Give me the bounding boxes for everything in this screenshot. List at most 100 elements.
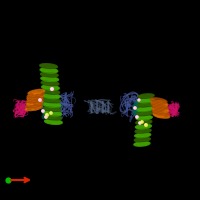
Ellipse shape <box>47 104 51 108</box>
Ellipse shape <box>26 103 42 108</box>
Ellipse shape <box>45 101 49 105</box>
Ellipse shape <box>143 100 146 104</box>
Ellipse shape <box>56 104 61 108</box>
Ellipse shape <box>21 104 22 107</box>
Circle shape <box>136 116 137 117</box>
FancyArrow shape <box>107 101 109 113</box>
Ellipse shape <box>51 104 55 109</box>
Ellipse shape <box>49 99 53 103</box>
Ellipse shape <box>147 104 149 109</box>
Ellipse shape <box>168 104 178 114</box>
Circle shape <box>139 122 141 124</box>
Ellipse shape <box>137 107 153 111</box>
Ellipse shape <box>142 99 145 104</box>
Ellipse shape <box>137 103 153 107</box>
Circle shape <box>139 122 140 123</box>
Point <box>6 178 10 182</box>
Circle shape <box>39 99 40 100</box>
Circle shape <box>134 107 135 108</box>
Ellipse shape <box>153 105 157 109</box>
Ellipse shape <box>28 89 45 95</box>
Ellipse shape <box>28 106 32 109</box>
FancyArrow shape <box>91 101 93 113</box>
Ellipse shape <box>27 97 43 103</box>
Ellipse shape <box>133 104 138 109</box>
Ellipse shape <box>140 112 144 117</box>
Ellipse shape <box>175 111 176 112</box>
Circle shape <box>141 121 142 122</box>
Ellipse shape <box>138 94 154 98</box>
Ellipse shape <box>42 100 46 105</box>
Ellipse shape <box>160 104 165 109</box>
Ellipse shape <box>155 108 158 112</box>
Ellipse shape <box>136 110 139 113</box>
Ellipse shape <box>42 94 60 99</box>
Ellipse shape <box>169 110 171 112</box>
Ellipse shape <box>134 137 150 142</box>
Ellipse shape <box>28 92 44 97</box>
Ellipse shape <box>145 114 149 119</box>
Ellipse shape <box>146 106 151 112</box>
Ellipse shape <box>42 115 46 119</box>
Circle shape <box>141 121 143 123</box>
Ellipse shape <box>44 108 48 114</box>
Ellipse shape <box>45 114 50 119</box>
Ellipse shape <box>135 124 151 129</box>
Ellipse shape <box>37 96 41 99</box>
Ellipse shape <box>150 98 167 103</box>
Ellipse shape <box>26 100 43 105</box>
Ellipse shape <box>55 111 58 117</box>
Ellipse shape <box>34 103 37 106</box>
Ellipse shape <box>47 110 52 116</box>
Ellipse shape <box>175 104 177 107</box>
Ellipse shape <box>156 105 159 109</box>
Circle shape <box>39 99 41 101</box>
Ellipse shape <box>51 101 54 105</box>
Ellipse shape <box>44 98 48 102</box>
Ellipse shape <box>30 93 33 97</box>
Ellipse shape <box>163 101 166 104</box>
Ellipse shape <box>160 108 164 112</box>
Ellipse shape <box>41 81 59 86</box>
Ellipse shape <box>151 101 167 106</box>
Ellipse shape <box>155 103 159 107</box>
Ellipse shape <box>33 106 37 109</box>
Ellipse shape <box>40 64 57 69</box>
Ellipse shape <box>44 115 62 120</box>
Ellipse shape <box>146 106 152 111</box>
Circle shape <box>138 99 139 100</box>
Circle shape <box>51 88 53 90</box>
Ellipse shape <box>171 111 173 114</box>
Ellipse shape <box>136 116 152 120</box>
Ellipse shape <box>54 114 57 118</box>
Ellipse shape <box>29 105 33 109</box>
Ellipse shape <box>135 108 141 112</box>
Ellipse shape <box>42 97 60 119</box>
Ellipse shape <box>155 110 159 113</box>
Ellipse shape <box>142 114 146 117</box>
Ellipse shape <box>38 95 43 99</box>
Circle shape <box>136 116 138 118</box>
Ellipse shape <box>31 100 34 103</box>
Ellipse shape <box>36 95 38 97</box>
Ellipse shape <box>44 107 61 111</box>
Ellipse shape <box>144 107 146 111</box>
Ellipse shape <box>170 105 172 106</box>
Ellipse shape <box>41 77 58 81</box>
Ellipse shape <box>173 111 176 113</box>
Ellipse shape <box>141 111 144 116</box>
Ellipse shape <box>16 104 18 106</box>
Ellipse shape <box>44 111 61 116</box>
Ellipse shape <box>155 111 157 114</box>
Circle shape <box>42 110 44 112</box>
Ellipse shape <box>171 107 172 108</box>
Ellipse shape <box>28 95 32 100</box>
Circle shape <box>46 114 48 116</box>
Ellipse shape <box>151 104 168 109</box>
Ellipse shape <box>51 97 55 102</box>
Ellipse shape <box>20 106 23 110</box>
Ellipse shape <box>22 108 25 111</box>
Ellipse shape <box>152 100 157 105</box>
Ellipse shape <box>137 111 153 116</box>
Ellipse shape <box>135 129 151 133</box>
